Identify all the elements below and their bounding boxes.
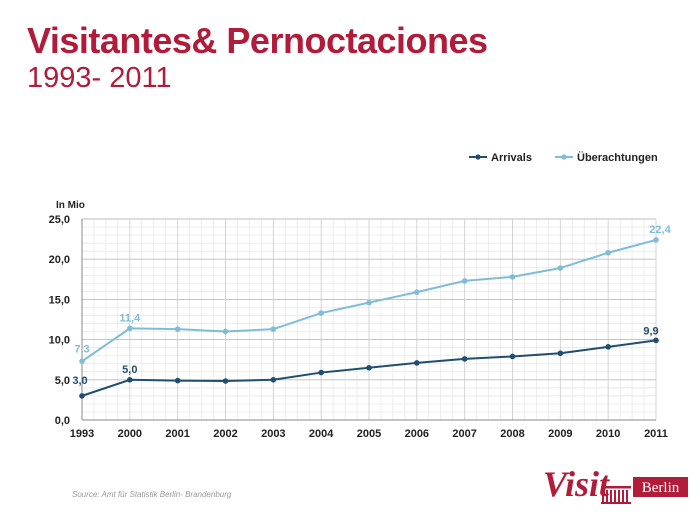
- legend-label: Überachtungen: [577, 151, 658, 164]
- x-tick-label: 2008: [500, 428, 524, 440]
- x-tick-label: 2011: [644, 428, 668, 440]
- data-point: [605, 344, 611, 350]
- data-point: [127, 377, 133, 383]
- data-label: 22,4: [649, 224, 671, 236]
- y-tick-label: 5,0: [55, 375, 70, 387]
- y-axis-label: In Mio: [56, 200, 85, 211]
- data-point: [509, 353, 516, 360]
- y-tick-label: 0,0: [55, 415, 70, 427]
- y-tick-label: 20,0: [49, 254, 70, 266]
- y-tick-label: 25,0: [49, 214, 70, 226]
- data-point: [653, 337, 659, 344]
- x-tick-label: 2009: [548, 428, 572, 440]
- data-point: [174, 377, 181, 384]
- data-point: [461, 278, 468, 284]
- data-point: [270, 326, 277, 332]
- data-point: [605, 249, 611, 256]
- y-tick-label: 15,0: [49, 294, 70, 306]
- data-point: [653, 237, 659, 243]
- data-label: 3,0: [72, 375, 87, 387]
- legend-marker: [475, 154, 481, 160]
- data-point: [461, 356, 468, 362]
- chart-title: Visitantes& Pernoctaciones: [27, 20, 488, 61]
- data-point: [557, 265, 564, 271]
- data-point: [366, 299, 372, 306]
- data-point: [366, 364, 372, 371]
- data-point: [222, 328, 229, 335]
- data-point: [270, 377, 277, 383]
- x-tick-label: 2002: [213, 428, 237, 440]
- x-tick-label: 2004: [309, 428, 334, 440]
- x-tick-label: 1993: [70, 428, 94, 440]
- logo-city-text: Berlin: [642, 480, 680, 496]
- legend-label: Arrivals: [491, 152, 532, 164]
- chart-subtitle: 1993- 2011: [27, 62, 172, 94]
- data-point: [79, 358, 85, 365]
- data-label: 5,0: [122, 364, 137, 376]
- data-label: 11,4: [119, 312, 141, 324]
- x-tick-label: 2005: [357, 428, 381, 440]
- brandenburg-gate-icon: [601, 486, 631, 504]
- data-point: [174, 326, 181, 332]
- data-point: [318, 310, 324, 316]
- data-label: 7,3: [74, 343, 89, 355]
- data-point: [318, 369, 324, 376]
- x-tick-label: 2001: [165, 428, 189, 440]
- x-tick-label: 2003: [261, 428, 285, 440]
- data-point: [79, 393, 85, 399]
- source-note: Source: Amt für Statistik Berlin- Brande…: [72, 490, 232, 499]
- x-tick-label: 2007: [452, 428, 476, 440]
- data-point: [414, 289, 420, 295]
- data-label: 9,9: [643, 325, 658, 337]
- data-point: [222, 378, 229, 384]
- visit-berlin-logo: Visit Berlin: [543, 464, 688, 504]
- data-point: [127, 325, 133, 332]
- y-tick-label: 10,0: [49, 335, 70, 347]
- data-point: [557, 350, 564, 357]
- data-point: [509, 274, 516, 280]
- x-tick-label: 2000: [118, 428, 142, 440]
- x-tick-label: 2010: [596, 428, 620, 440]
- x-tick-label: 2006: [405, 428, 429, 440]
- logo-script-text: Visit: [543, 464, 610, 504]
- data-point: [414, 360, 420, 366]
- legend-marker: [561, 154, 567, 160]
